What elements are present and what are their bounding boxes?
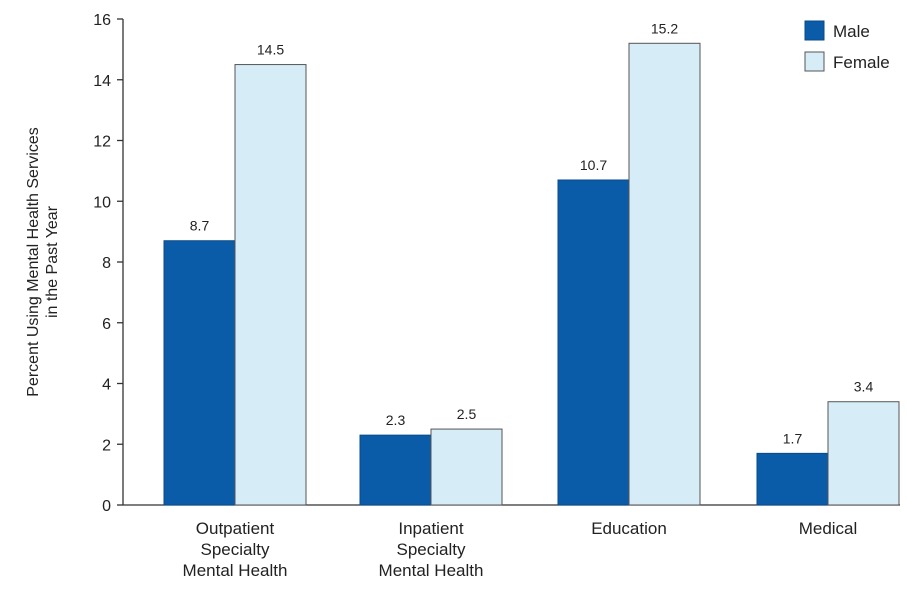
y-tick-label: 12 — [93, 134, 111, 151]
legend-swatch-male — [804, 20, 825, 41]
data-label-female: 15.2 — [651, 20, 678, 36]
bar-female — [628, 42, 701, 506]
bar-female — [234, 64, 307, 506]
y-axis-label-line: in the Past Year — [44, 205, 61, 318]
x-tick-label-line: Medical — [799, 519, 858, 538]
x-tick-label-line: Inpatient — [398, 519, 463, 538]
legend: Male Female — [804, 20, 890, 72]
x-tick-label: Education — [591, 519, 667, 538]
data-label-male: 10.7 — [580, 157, 607, 173]
y-axis-label-line: Percent Using Mental Health Services — [25, 127, 42, 396]
data-label-male: 8.7 — [190, 218, 210, 234]
y-tick-label: 10 — [93, 194, 111, 211]
x-tick-label-line: Education — [591, 519, 667, 538]
x-tick-label-line: Specialty — [201, 540, 270, 559]
x-tick-label-line: Specialty — [397, 540, 466, 559]
data-label-male: 1.7 — [783, 430, 803, 446]
y-tick-label: 2 — [102, 437, 111, 454]
data-label-female: 14.5 — [257, 42, 284, 58]
y-axis-label: Percent Using Mental Health Services in t… — [25, 127, 61, 396]
x-tick-label: Medical — [799, 519, 858, 538]
bar-female — [430, 428, 503, 506]
legend-label-female: Female — [833, 53, 890, 72]
x-tick-label-line: Outpatient — [196, 519, 275, 538]
x-tick-label-line: Mental Health — [183, 561, 288, 580]
y-tick-label: 4 — [102, 377, 111, 394]
y-tick-label: 0 — [102, 498, 111, 515]
y-tick-label: 8 — [102, 255, 111, 272]
data-label-female: 2.5 — [457, 406, 477, 422]
data-label-female: 3.4 — [854, 379, 874, 395]
y-tick-label: 16 — [93, 12, 111, 29]
bar-male — [756, 452, 829, 506]
legend-label-male: Male — [833, 22, 870, 41]
x-tick-label: Outpatient Specialty Mental Health — [183, 519, 288, 580]
x-tick-label-line: Mental Health — [379, 561, 484, 580]
bar-male — [557, 179, 630, 506]
x-tick-label: Inpatient Specialty Mental Health — [379, 519, 484, 580]
bar-male — [163, 240, 236, 506]
bar-female — [827, 401, 900, 506]
y-tick-label: 14 — [93, 73, 111, 90]
legend-swatch-female — [804, 51, 825, 72]
bar-male — [359, 434, 432, 506]
labels: 8.7 14.5 Outpatient Specialty Mental Health 2… — [183, 20, 874, 580]
y-tick-label: 6 — [102, 316, 111, 333]
data-label-male: 2.3 — [386, 412, 406, 428]
bars — [163, 42, 900, 506]
